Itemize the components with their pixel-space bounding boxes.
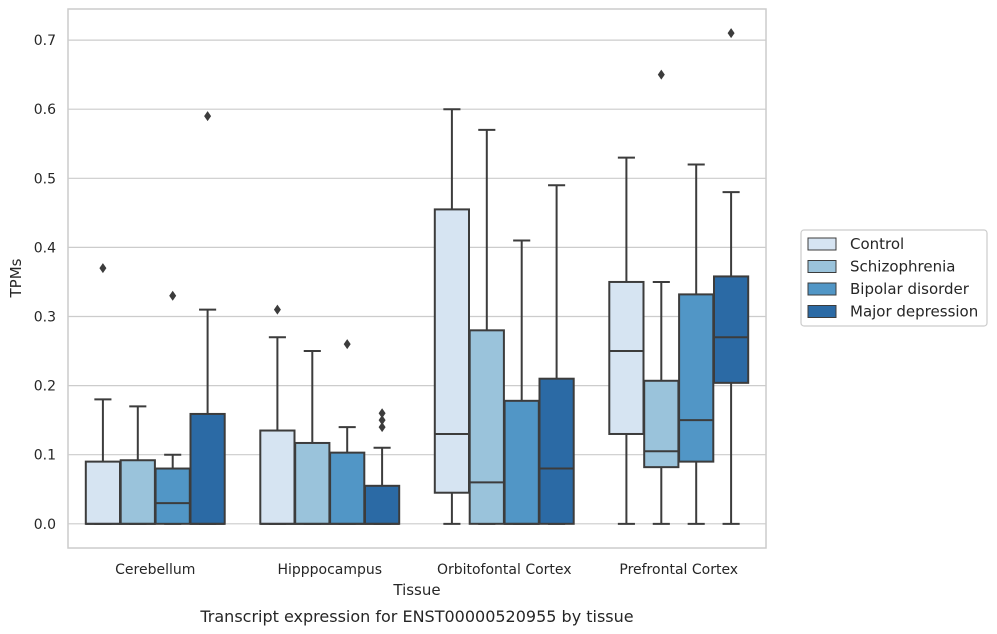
- outlier-point: [169, 290, 177, 301]
- y-tick-label: 0.4: [34, 240, 56, 256]
- y-tick-label: 0.3: [34, 310, 56, 326]
- box-body: [538, 377, 575, 525]
- y-axis-label: TPMs: [7, 258, 25, 298]
- box: [608, 156, 645, 525]
- outlier-point: [99, 263, 107, 274]
- box: [678, 163, 715, 525]
- box-body: [259, 429, 296, 525]
- box: [119, 405, 156, 525]
- x-tick-label: Hipppocampus: [277, 562, 382, 578]
- box: [643, 69, 680, 525]
- legend-label: Control: [850, 235, 904, 253]
- box: [363, 408, 401, 525]
- x-tick-label: Prefrontal Cortex: [619, 562, 738, 578]
- box-body: [363, 484, 401, 525]
- box-body: [678, 293, 715, 463]
- outlier-point: [378, 422, 386, 433]
- outlier-point: [204, 111, 212, 122]
- legend-label: Major depression: [850, 303, 978, 321]
- x-axis-label: Tissue: [392, 581, 440, 599]
- y-tick-label: 0.7: [34, 33, 56, 49]
- box: [503, 239, 540, 525]
- box-series: [84, 28, 750, 525]
- outlier-point: [657, 69, 665, 80]
- box-body: [468, 329, 505, 525]
- box-body: [84, 460, 122, 525]
- box: [538, 184, 575, 525]
- x-axis-ticks: Cerebellum Hipppocampus Orbitofontal Corte…: [115, 562, 738, 578]
- box: [433, 108, 471, 525]
- box: [154, 290, 191, 525]
- box-body: [433, 208, 471, 494]
- legend-swatch: [807, 260, 837, 273]
- y-tick-label: 0.5: [34, 171, 56, 187]
- box-body: [712, 275, 750, 384]
- legend-label: Bipolar disorder: [850, 280, 970, 298]
- legend-swatch: [807, 282, 837, 296]
- box-body: [154, 467, 191, 525]
- box-body: [119, 459, 156, 525]
- box-body: [503, 399, 540, 525]
- x-tick-label: Cerebellum: [115, 562, 195, 578]
- plot-frame: [67, 8, 767, 549]
- figure-caption: Transcript expression for ENST0000052095…: [199, 607, 633, 626]
- box-body: [643, 379, 680, 469]
- outlier-point: [378, 415, 386, 426]
- x-tick-label: Orbitofontal Cortex: [437, 562, 572, 578]
- legend-swatch: [807, 305, 837, 318]
- legend-swatch: [807, 237, 837, 251]
- outlier-point: [273, 304, 281, 315]
- legend-frame: [800, 229, 988, 327]
- box-body: [329, 451, 366, 525]
- y-tick-label: 0.6: [34, 102, 56, 118]
- box-body: [189, 412, 226, 525]
- box: [294, 350, 331, 525]
- box: [329, 339, 366, 525]
- legend-label: Schizophrenia: [850, 258, 955, 276]
- y-axis-ticks: 0.0 0.1 0.2 0.3 0.4 0.5 0.6 0.7: [34, 33, 56, 533]
- box: [712, 28, 750, 525]
- box: [84, 263, 122, 525]
- grid-lines: [68, 39, 766, 525]
- y-tick-label: 0.2: [34, 379, 56, 395]
- box: [259, 304, 296, 525]
- box-body: [608, 280, 645, 435]
- outlier-point: [378, 408, 386, 419]
- box: [189, 111, 226, 525]
- y-tick-label: 0.1: [34, 448, 56, 464]
- outlier-point: [727, 28, 735, 39]
- box: [468, 128, 505, 525]
- outlier-point: [343, 339, 351, 350]
- y-tick-label: 0.0: [34, 517, 56, 533]
- legend: Control Schizophrenia Bipolar disorder Majo…: [800, 229, 988, 327]
- box-body: [294, 441, 331, 525]
- axes-frame: [67, 8, 767, 549]
